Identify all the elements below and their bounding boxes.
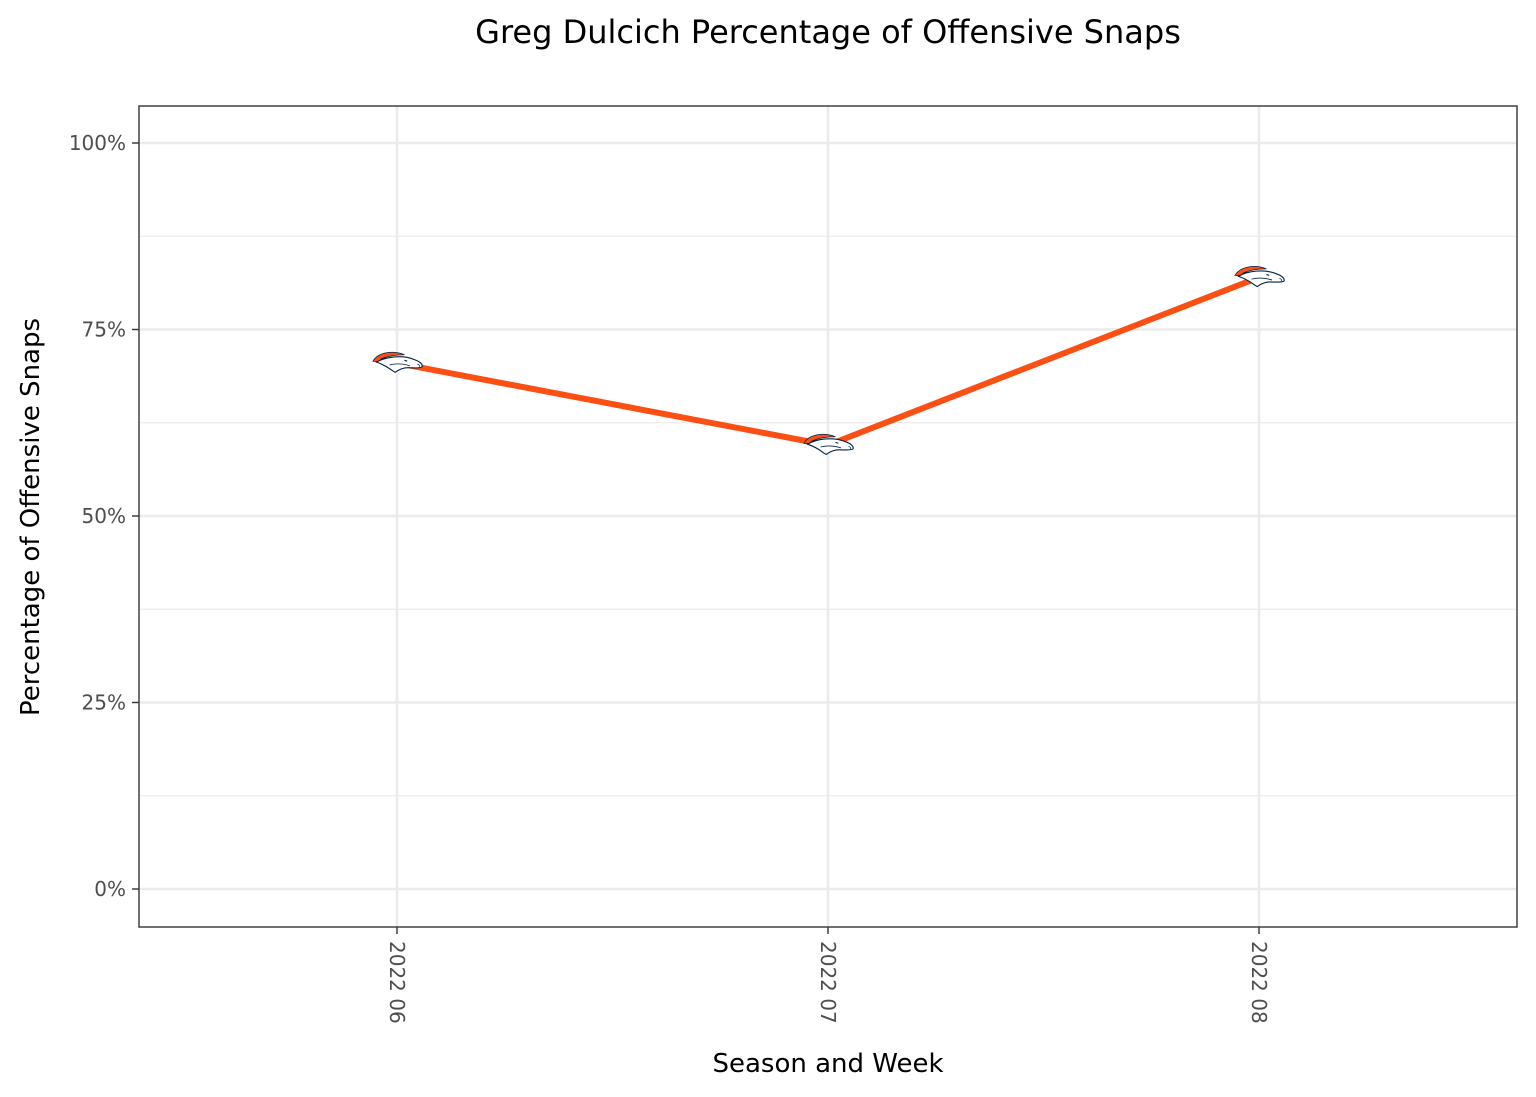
y-tick-label: 50% xyxy=(82,504,126,528)
y-tick-label: 25% xyxy=(82,691,126,715)
plot-panel xyxy=(138,105,1518,928)
x-tick-label: 2022 06 xyxy=(385,941,409,1024)
y-axis-title: Percentage of Offensive Snaps xyxy=(16,318,46,716)
x-tick-label: 2022 07 xyxy=(816,941,840,1024)
y-axis: 0% 25% 50% 75% 100% xyxy=(69,131,139,901)
y-tick-label: 0% xyxy=(94,877,126,901)
chart-title: Greg Dulcich Percentage of Offensive Sna… xyxy=(475,13,1181,51)
x-tick-label: 2022 08 xyxy=(1247,941,1271,1024)
y-tick-label: 100% xyxy=(69,131,126,155)
major-gridlines xyxy=(139,106,1517,927)
x-axis: 2022 06 2022 07 2022 08 xyxy=(385,927,1271,1024)
y-tick-label: 75% xyxy=(82,318,126,342)
x-axis-title: Season and Week xyxy=(712,1049,943,1079)
